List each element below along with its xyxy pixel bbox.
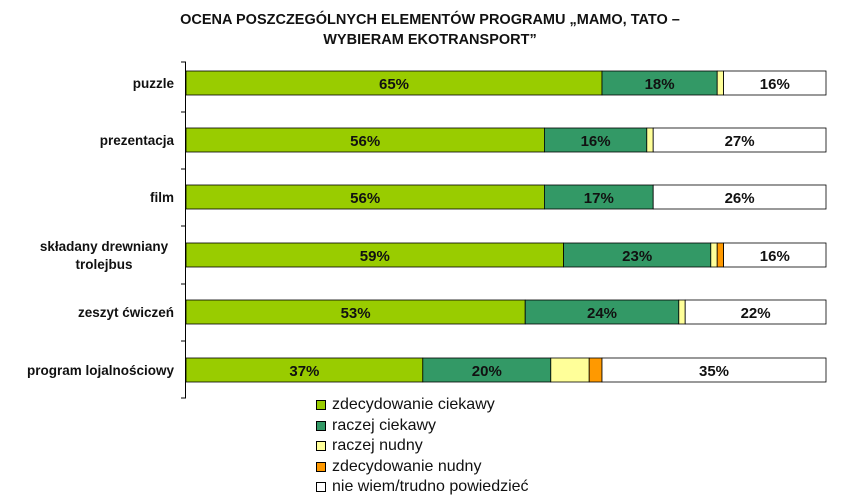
bar-segment-raczej-ciekawy <box>544 184 654 210</box>
bar-segment-nie-wiem-trudno-powiedzie- <box>652 127 827 153</box>
bar-segment-zdecydowanie-ciekawy <box>185 299 526 325</box>
data-label: 16% <box>581 133 611 150</box>
bar-segment-zdecydowanie-ciekawy <box>185 127 545 153</box>
category-label: puzzle <box>133 76 175 91</box>
bar-segment-raczej-ciekawy <box>563 242 712 268</box>
data-label: 56% <box>350 133 380 150</box>
data-label: 17% <box>584 190 614 207</box>
data-label: 65% <box>379 76 409 93</box>
category-label: składany drewniany <box>40 239 169 254</box>
category-label: trolejbus <box>75 257 132 272</box>
bar-segment-raczej-nudny <box>678 299 686 325</box>
data-label: 16% <box>760 76 790 93</box>
bar-segment-raczej-ciekawy <box>544 127 648 153</box>
chart-legend: zdecydowanie ciekawy raczej ciekawy raczej… <box>316 395 529 498</box>
legend-item: zdecydowanie ciekawy <box>316 395 529 416</box>
chart-title: OCENA POSZCZEGÓLNYCH ELEMENTÓW PROGRAMU … <box>120 10 740 50</box>
data-label: 37% <box>289 363 319 380</box>
bar-segment-zdecydowanie-nudny <box>588 357 603 383</box>
bar-segment-nie-wiem-trudno-powiedzie- <box>652 184 827 210</box>
legend-swatch <box>316 400 326 411</box>
bar-segment-nie-wiem-trudno-powiedzie- <box>601 357 827 383</box>
legend-swatch <box>316 441 326 452</box>
data-label: 26% <box>725 190 755 207</box>
data-label: 59% <box>360 248 390 265</box>
bar-segment-zdecydowanie-ciekawy <box>185 184 545 210</box>
data-label: 18% <box>645 76 675 93</box>
legend-swatch <box>316 420 326 431</box>
legend-label: nie wiem/trudno powiedzieć <box>332 478 529 496</box>
bar-segment-zdecydowanie-ciekawy <box>185 242 565 268</box>
bar-segment-raczej-ciekawy <box>601 70 718 96</box>
legend-label: zdecydowanie ciekawy <box>332 396 495 414</box>
bar-segment-raczej-nudny <box>550 357 590 383</box>
legend-item: raczej ciekawy <box>316 416 529 437</box>
legend-item: zdecydowanie nudny <box>316 457 529 478</box>
data-label: 16% <box>760 248 790 265</box>
data-label: 53% <box>341 305 371 322</box>
category-label: prezentacja <box>100 133 175 148</box>
data-label: 27% <box>725 133 755 150</box>
category-label: program lojalnościowy <box>27 363 175 378</box>
legend-item: nie wiem/trudno powiedzieć <box>316 477 529 498</box>
bar-segment-zdecydowanie-nudny <box>716 242 725 268</box>
data-label: 22% <box>741 305 771 322</box>
bar-segment-raczej-nudny <box>646 127 654 153</box>
data-label: 35% <box>699 363 729 380</box>
data-label: 24% <box>587 305 617 322</box>
bar-segment-nie-wiem-trudno-powiedzie- <box>723 242 827 268</box>
legend-item: raczej nudny <box>316 436 529 457</box>
legend-label: zdecydowanie nudny <box>332 457 482 475</box>
bar-segment-nie-wiem-trudno-powiedzie- <box>723 70 827 96</box>
bar-segment-zdecydowanie-ciekawy <box>185 70 603 96</box>
data-label: 20% <box>472 363 502 380</box>
chart-title-line-1: OCENA POSZCZEGÓLNYCH ELEMENTÓW PROGRAMU … <box>180 12 680 28</box>
bar-segment-nie-wiem-trudno-powiedzie- <box>684 299 827 325</box>
bar-segment-raczej-nudny <box>710 242 718 268</box>
data-label: 56% <box>350 190 380 207</box>
legend-label: raczej nudny <box>332 437 423 455</box>
category-label: zeszyt ćwiczeń <box>78 305 174 320</box>
category-label: film <box>150 190 174 205</box>
legend-swatch <box>316 482 326 493</box>
legend-label: raczej ciekawy <box>332 416 437 434</box>
data-label: 23% <box>622 248 652 265</box>
bar-segment-raczej-nudny <box>716 70 725 96</box>
chart-title-line-2: WYBIERAM EKOTRANSPORT” <box>323 32 537 48</box>
bar-segment-raczej-ciekawy <box>524 299 680 325</box>
legend-swatch <box>316 461 326 472</box>
